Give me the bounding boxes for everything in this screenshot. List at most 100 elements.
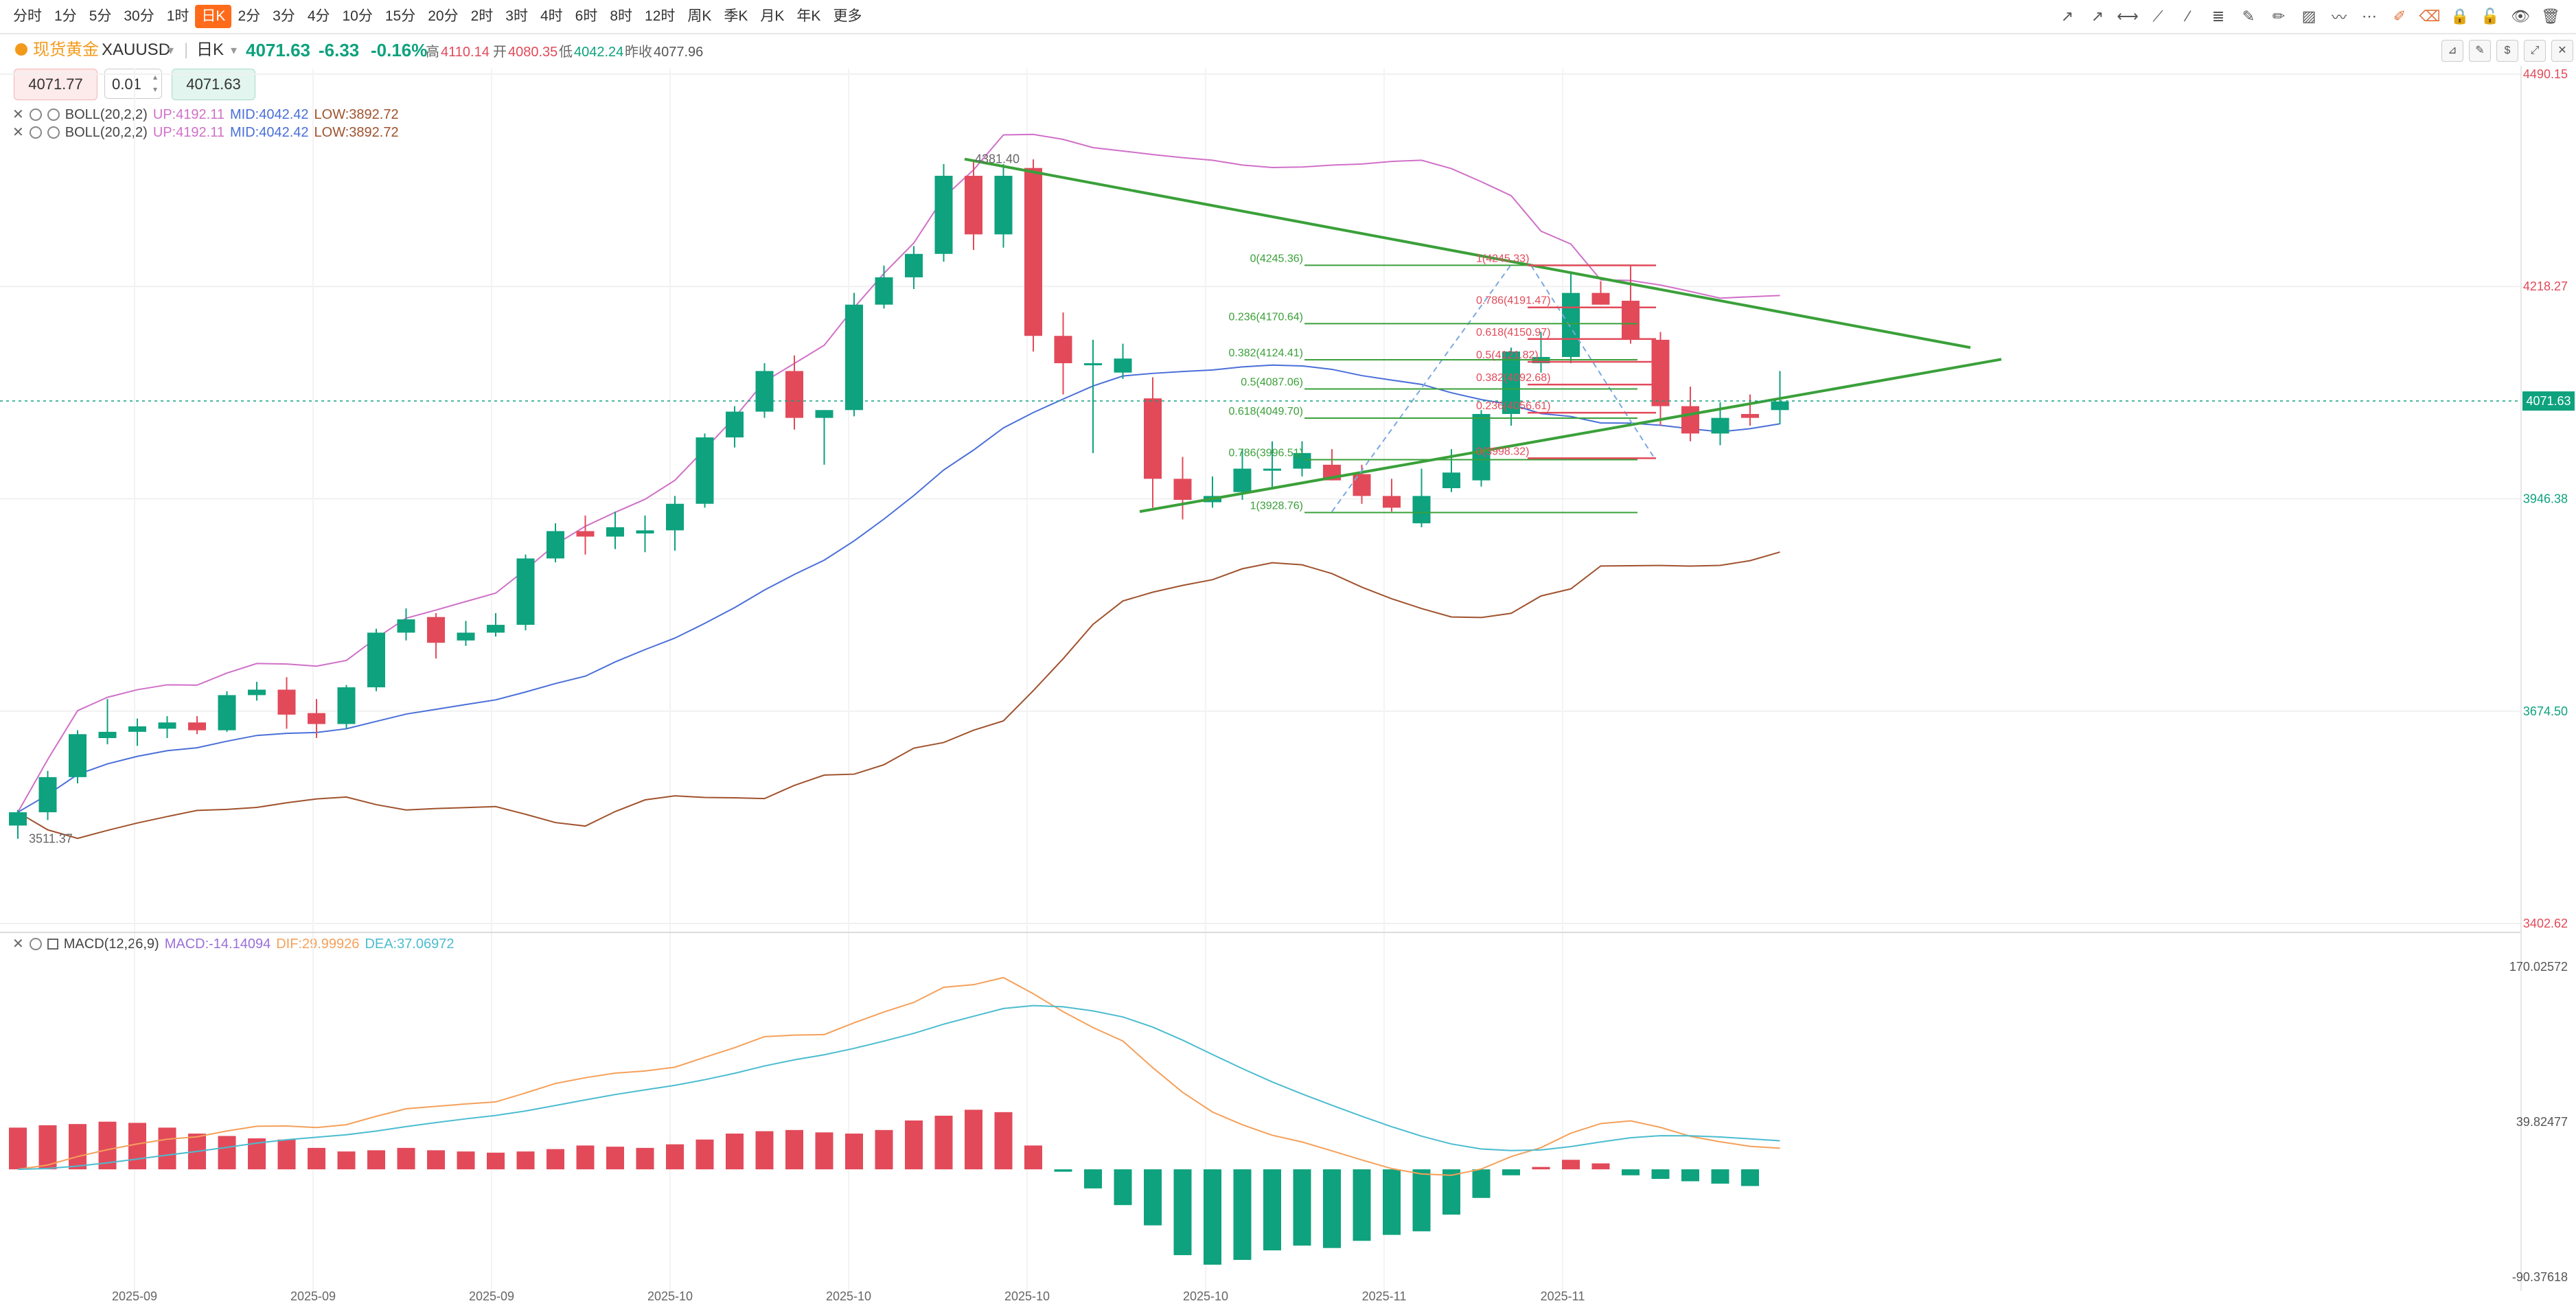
close-icon[interactable]: ✕ [12, 107, 24, 122]
sell-button[interactable]: 4071.77 [14, 69, 97, 100]
lot-value[interactable]: 0.01 [112, 76, 141, 93]
eye-icon[interactable] [47, 126, 60, 139]
period-tab[interactable]: 3时 [505, 8, 528, 24]
period-tab[interactable]: 4时 [540, 8, 563, 24]
period-tab[interactable]: 2时 [470, 8, 494, 24]
unlock-icon[interactable]: 🔓 [2481, 8, 2500, 25]
period-tab[interactable]: 1分 [54, 8, 77, 24]
ray-icon[interactable]: ↗ [2060, 8, 2074, 25]
close-icon[interactable]: ✕ [12, 125, 24, 140]
horizontal-line-icon[interactable]: ⟷ [2117, 8, 2139, 25]
eye-icon[interactable] [47, 108, 60, 121]
macd-hist-bar [636, 1147, 654, 1170]
close-icon[interactable]: ✕ [2551, 40, 2573, 62]
period-label[interactable]: 日K [196, 41, 225, 59]
close-icon[interactable]: ✕ [12, 936, 24, 952]
delete-icon[interactable]: 🗑 [2541, 8, 2560, 25]
period-tab[interactable]: 6时 [575, 8, 598, 24]
macd-hist-bar [1084, 1169, 1102, 1188]
macd-hist-bar [1591, 1163, 1610, 1170]
high-value: 4110.14 [441, 45, 490, 60]
axes: 4381.40 3511.37 4490.15 4218.27 3946.38 3674.… [0, 67, 2575, 1303]
macd-hist-bar [277, 1139, 296, 1170]
brush-icon[interactable]: ⁄ [2187, 8, 2189, 25]
draw-icon[interactable]: ✎ [2469, 40, 2491, 62]
settings-icon[interactable] [29, 126, 42, 139]
period-tab[interactable]: 1时 [166, 8, 189, 24]
edit-icon[interactable]: ✐ [2393, 8, 2406, 25]
fib-left-label: 0.382(4124.41) [1228, 347, 1303, 359]
lot-stepper[interactable]: 0.01 ▴ ▾ [104, 69, 162, 99]
period-tab[interactable]: 3分 [273, 8, 295, 24]
fib-icon[interactable]: ≣ [2211, 8, 2225, 25]
grid-lines [0, 66, 2522, 1291]
period-tab[interactable]: 10分 [342, 8, 373, 24]
pen-slash-icon[interactable]: ⟋ [2152, 8, 2163, 25]
macd-hist-bar [367, 1150, 385, 1170]
period-tab[interactable]: 20分 [428, 8, 459, 24]
macd-legend: ✕ MACD(12,26,9) MACD:-14.14094 DIF:29.99… [12, 935, 455, 953]
settings-icon[interactable] [29, 108, 42, 121]
macd-hist-bar [1711, 1169, 1729, 1184]
date-axis-label: 2025-09 [290, 1289, 336, 1303]
currency-icon[interactable]: $ [2496, 40, 2518, 62]
period-tab[interactable]: 分时 [13, 8, 42, 24]
eraser-icon[interactable]: ⌫ [2419, 8, 2441, 25]
macd-hist-bar [337, 1151, 356, 1170]
settings-icon[interactable] [29, 938, 42, 950]
period-tabs: 分时 1分 5分 30分 1时 日K 2分 3分 4分 10分 15分 20分 2时 3时 4时 6时 8时 12… [7, 0, 868, 33]
chart-style-icon[interactable]: ⊿ [2441, 40, 2463, 62]
eraser-pen-icon[interactable]: ✎ [2242, 8, 2255, 25]
eye-icon[interactable]: 👁 [2511, 8, 2530, 25]
period-tab[interactable]: 30分 [124, 8, 154, 24]
period-tab[interactable]: 季K [724, 8, 748, 24]
collapse-icon[interactable] [47, 939, 58, 950]
candle-body [965, 176, 982, 235]
pencil-icon[interactable]: ✏ [2272, 8, 2286, 25]
macd-hist-bar [1562, 1160, 1580, 1170]
period-tab[interactable]: 更多 [833, 8, 862, 24]
macd-hist-bar [1353, 1169, 1371, 1241]
candle-body [1233, 468, 1252, 492]
more-icon[interactable]: ⋯ [2362, 8, 2377, 25]
date-axis-label: 2025-09 [112, 1289, 157, 1303]
trend-icon[interactable]: 〰 [2331, 9, 2347, 26]
fib-left-label: 0(4245.36) [1250, 253, 1303, 264]
symbol-code[interactable]: XAUUSD [102, 41, 171, 59]
fib-right-label: 0(3998.32) [1476, 446, 1529, 457]
buy-button[interactable]: 4071.63 [172, 69, 255, 100]
period-tab[interactable]: 15分 [384, 8, 416, 24]
candle-body [367, 632, 385, 688]
period-tab[interactable]: 月K [760, 8, 785, 24]
boll-mid: MID:4042.42 [230, 107, 309, 122]
macd-hist-bar [9, 1127, 27, 1170]
stepper-arrows-icon[interactable]: ▴ ▾ [152, 72, 157, 94]
candle-body [1442, 472, 1460, 489]
macd-axis-label: 170.02572 [2509, 960, 2568, 974]
fullscreen-icon[interactable]: ⤢ [2524, 40, 2546, 62]
upper-trendline [964, 157, 1971, 349]
period-tab[interactable]: 日K [195, 5, 232, 28]
lock-icon[interactable]: 🔒 [2450, 8, 2470, 25]
divider: | [184, 41, 189, 59]
period-tab[interactable]: 5分 [89, 8, 112, 24]
macd-hist-bar [726, 1134, 744, 1170]
arrow-icon[interactable]: ↗ [2091, 8, 2104, 25]
candle-body [427, 617, 445, 643]
period-tab[interactable]: 4分 [307, 8, 330, 24]
period-tab[interactable]: 8时 [610, 8, 633, 24]
price-change: -6.33 [319, 40, 360, 60]
image-icon[interactable]: ▨ [2301, 8, 2316, 25]
period-dropdown-icon[interactable]: ▾ [231, 43, 238, 57]
period-tab[interactable]: 12时 [645, 8, 676, 24]
macd-hist-bar [457, 1151, 475, 1170]
candle-body [1472, 413, 1491, 481]
fib-left-label: 0.5(4087.06) [1241, 376, 1303, 388]
symbol-dropdown-icon[interactable]: ▾ [168, 43, 174, 57]
symbol-name[interactable]: 现货黄金 [33, 41, 99, 59]
period-tab[interactable]: 年K [796, 8, 821, 24]
period-tab[interactable]: 周K [687, 8, 712, 24]
period-tab[interactable]: 2分 [238, 8, 261, 24]
macd-hist-bar [1622, 1169, 1640, 1175]
